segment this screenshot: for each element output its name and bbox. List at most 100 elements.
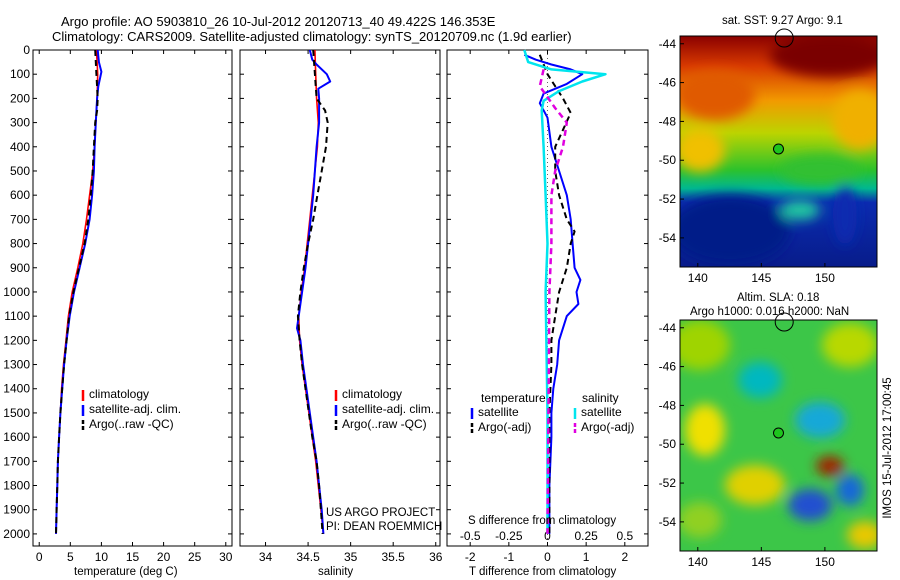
- panel-difference: -2 -1 0 1 2 -0.5 -0.25 0 0.25 0.5: [446, 49, 649, 564]
- map-y-tick-label: -52: [659, 476, 677, 490]
- legend-label: satellite-adj. clim.: [89, 402, 181, 416]
- map-y-tick-label: -54: [659, 231, 677, 245]
- map-frame: [679, 35, 878, 268]
- legend-title-temperature: temperature: [481, 391, 546, 405]
- x-tick-label-salinity: 0.25: [574, 529, 598, 543]
- argo-position-marker: [773, 143, 784, 155]
- track-marker: [774, 312, 794, 332]
- series-s-satellite: [523, 49, 607, 534]
- legend-label: Argo(-adj): [581, 420, 634, 434]
- track-marker: [774, 28, 794, 48]
- depth-tick-label: 700: [10, 212, 30, 226]
- salinity-xlabel: salinity: [318, 566, 354, 578]
- x-tick-label: 30: [219, 550, 233, 564]
- x-tick-label: 20: [157, 550, 171, 564]
- sla-map-title: Altim. SLA: 0.18: [737, 292, 820, 304]
- x-tick-label: -2: [465, 550, 476, 564]
- legend-label: satellite: [478, 405, 519, 419]
- x-tick-label: 34: [259, 550, 273, 564]
- series-argo-raw-qc-: [296, 49, 329, 534]
- map-axes-sat_sst: 140 145 150 -44 -46 -48 -50 -52 -54: [659, 28, 878, 285]
- depth-tick-label: 2000: [3, 527, 30, 541]
- map-y-tick-label: -46: [659, 360, 677, 374]
- temperature-xlabel: temperature (deg C): [74, 566, 178, 578]
- argo-position-marker: [773, 427, 784, 439]
- series-t-argo-adj-: [538, 54, 576, 534]
- depth-tick-label: 900: [10, 261, 30, 275]
- depth-tick-label: 300: [10, 116, 30, 130]
- series-s-argo-adj-: [538, 69, 569, 534]
- x-tick-label-salinity: -0.5: [460, 529, 481, 543]
- difference-xlabel: T difference from climatology: [469, 566, 617, 578]
- plot-panels: 0100200300400500600700800900100011001200…: [3, 43, 649, 564]
- x-tick-label: 0: [36, 550, 43, 564]
- legend-label: Argo(..raw -QC): [89, 417, 174, 431]
- depth-tick-label: 1800: [3, 479, 30, 493]
- x-tick-label: 35: [344, 550, 358, 564]
- map-x-tick-label: 140: [688, 271, 708, 285]
- x-tick-label: 10: [95, 550, 109, 564]
- legend-label: Argo(..raw -QC): [342, 417, 427, 431]
- map-x-tick-label: 145: [751, 555, 771, 569]
- depth-tick-label: 800: [10, 237, 30, 251]
- map-x-tick-label: 150: [815, 271, 835, 285]
- depth-tick-label: 1000: [3, 285, 30, 299]
- project-note: US ARGO PROJECT: [326, 507, 436, 519]
- sst-map: [680, 36, 877, 267]
- x-tick-label: 34.5: [296, 550, 320, 564]
- x-tick-label-salinity: 0: [544, 529, 551, 543]
- figure-title: Argo profile: AO 5903810_26 10-Jul-2012 …: [61, 14, 496, 29]
- legend-label: climatology: [89, 387, 149, 401]
- figure-subtitle: Climatology: CARS2009. Satellite-adjuste…: [52, 29, 572, 44]
- depth-tick-label: 600: [10, 188, 30, 202]
- depth-tick-label: 200: [10, 91, 30, 105]
- legend-title-salinity: salinity: [582, 391, 619, 405]
- series-t-satellite: [523, 53, 584, 534]
- map-x-tick-label: 140: [688, 555, 708, 569]
- depth-tick-label: 0: [23, 43, 30, 57]
- x-tick-label: 15: [126, 550, 140, 564]
- x-tick-label-salinity: -0.25: [495, 529, 523, 543]
- map-frame: [679, 319, 878, 552]
- map-y-tick-label: -50: [659, 437, 677, 451]
- sst-map-title: sat. SST: 9.27 Argo: 9.1: [722, 15, 843, 27]
- x-tick-label: 25: [188, 550, 202, 564]
- map-y-tick-label: -48: [659, 114, 677, 128]
- x-tick-label: -1: [504, 550, 515, 564]
- x-tick-label: 2: [621, 550, 628, 564]
- x-tick-label: 5: [67, 550, 74, 564]
- map-x-tick-label: 145: [751, 271, 771, 285]
- depth-tick-label: 1200: [3, 333, 30, 347]
- depth-tick-label: 1900: [3, 503, 30, 517]
- panel-frame: [239, 49, 441, 547]
- depth-tick-label: 400: [10, 140, 30, 154]
- map-y-tick-label: -46: [659, 76, 677, 90]
- depth-tick-label: 500: [10, 164, 30, 178]
- map-y-tick-label: -54: [659, 515, 677, 529]
- depth-tick-label: 1400: [3, 382, 30, 396]
- depth-tick-label: 100: [10, 67, 30, 81]
- pi-note: PI: DEAN ROEMMICH: [326, 521, 443, 533]
- map-y-tick-label: -44: [659, 37, 677, 51]
- sla-map-subtitle: Argo h1000: 0.016 h2000: NaN: [690, 306, 850, 318]
- panel-salinity: 34 34.5 35 35.5 36: [239, 49, 443, 564]
- depth-tick-label: 1700: [3, 454, 30, 468]
- legend-label: Argo(-adj): [478, 420, 531, 434]
- x-tick-label-salinity: 0.5: [616, 529, 633, 543]
- legend-label: satellite: [581, 405, 622, 419]
- panel-frame: [32, 49, 233, 547]
- map-x-tick-label: 150: [815, 555, 835, 569]
- x-tick-label: 1: [583, 550, 590, 564]
- x-tick-label: 36: [429, 550, 443, 564]
- depth-tick-label: 1300: [3, 358, 30, 372]
- depth-tick-label: 1100: [4, 309, 30, 323]
- x-tick-label: 35.5: [382, 550, 406, 564]
- depth-tick-label: 1500: [3, 406, 30, 420]
- panel-temperature: 0100200300400500600700800900100011001200…: [3, 43, 232, 564]
- difference-xlabel2: S difference from climatology: [468, 515, 617, 527]
- map-y-tick-label: -44: [659, 321, 677, 335]
- timestamp-stamp: IMOS 15-Jul-2012 17:00:45: [882, 377, 894, 519]
- depth-tick-label: 1600: [3, 430, 30, 444]
- map-y-tick-label: -52: [659, 192, 677, 206]
